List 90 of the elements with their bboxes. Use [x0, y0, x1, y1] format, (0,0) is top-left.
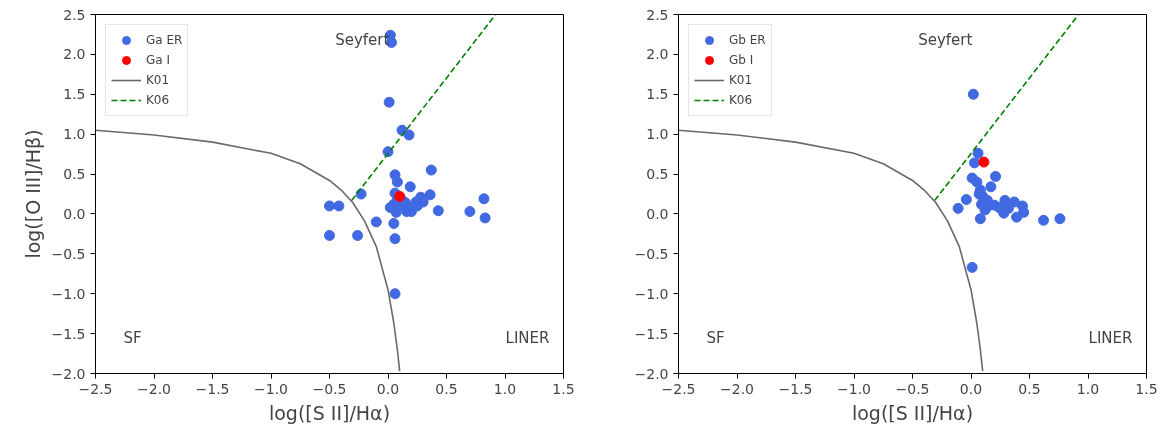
- x-tick-label: −2.5: [661, 380, 696, 397]
- y-tick-label: −1.5: [51, 325, 86, 342]
- x-tick-label: 1.5: [1135, 380, 1158, 397]
- annotation: LINER: [505, 328, 550, 347]
- y-tick-label: 2.0: [63, 46, 86, 63]
- x-tick-label: −0.5: [895, 380, 930, 397]
- x-tick-label: −1.0: [837, 380, 871, 397]
- point: [971, 176, 983, 188]
- point: [391, 176, 403, 188]
- point: [1011, 211, 1023, 223]
- x-tick-label: −1.0: [254, 380, 288, 397]
- point: [952, 202, 964, 214]
- point: [333, 200, 345, 212]
- y-tick-label: −2.0: [634, 365, 669, 382]
- y-tick-label: −1.0: [51, 285, 86, 302]
- point: [389, 288, 401, 300]
- x-tick-label: −2.0: [720, 380, 754, 397]
- point: [960, 194, 972, 206]
- y-tick-label: −2.0: [51, 365, 86, 382]
- y-tick-label: 0.5: [63, 166, 86, 183]
- legend-label: Ga ER: [146, 33, 183, 47]
- line-series: [95, 129, 401, 372]
- x-tick-label: 1.0: [1076, 380, 1100, 397]
- x-tick-label: −2.5: [78, 380, 113, 397]
- x-tick-label: 1.5: [552, 380, 575, 397]
- point: [974, 213, 986, 225]
- point: [993, 202, 1005, 214]
- x-axis-title: log([S II]/Hα): [851, 401, 974, 424]
- y-tick-label: −1.5: [634, 325, 669, 342]
- point: [479, 212, 491, 224]
- point: [403, 129, 415, 141]
- x-tick-label: −1.5: [195, 380, 230, 397]
- x-tick-label: 0.5: [435, 380, 458, 397]
- y-tick-label: 0.0: [646, 205, 669, 222]
- legend-label: K06: [146, 93, 170, 107]
- point: [352, 229, 364, 241]
- point: [1038, 214, 1050, 226]
- x-tick-label: −0.5: [312, 380, 347, 397]
- point: [990, 170, 1002, 182]
- point: [424, 189, 436, 201]
- point: [404, 181, 416, 193]
- point: [324, 229, 335, 241]
- y-tick-label: −0.5: [51, 245, 86, 262]
- annotation: SF: [706, 328, 725, 347]
- y-tick-label: 1.0: [646, 126, 669, 143]
- legend-label: Gb ER: [729, 33, 766, 47]
- annotation: Seyfert: [918, 30, 973, 49]
- x-axis-title: log([S II]/Hα): [268, 401, 391, 424]
- line-series: [678, 129, 984, 372]
- x-tick-label: −2.0: [137, 380, 171, 397]
- point: [1054, 213, 1066, 225]
- y-tick-label: 2.5: [646, 6, 669, 23]
- x-tick-label: −1.5: [778, 380, 813, 397]
- y-axis-title: log([O III]/Hβ): [21, 129, 44, 259]
- y-tick-label: 1.0: [63, 126, 86, 143]
- point: [972, 147, 984, 159]
- point: [324, 200, 335, 212]
- point: [432, 205, 444, 217]
- point: [370, 216, 382, 228]
- point: [383, 96, 395, 108]
- y-tick-label: 2.5: [63, 6, 86, 23]
- point: [978, 156, 990, 168]
- point: [969, 157, 981, 169]
- x-tick-label: 1.0: [493, 380, 517, 397]
- point: [394, 190, 406, 202]
- x-tick-label: 0.0: [959, 380, 983, 397]
- y-tick-label: −0.5: [634, 245, 669, 262]
- point: [966, 261, 978, 273]
- legend-label: K01: [146, 73, 170, 87]
- annotation: LINER: [1088, 328, 1133, 347]
- x-tick-label: 0.0: [376, 380, 400, 397]
- legend-label: Ga I: [146, 53, 171, 67]
- y-tick-label: 1.5: [63, 86, 86, 103]
- point: [985, 181, 997, 193]
- y-tick-label: 0.0: [63, 205, 86, 222]
- point: [389, 233, 401, 245]
- point: [478, 193, 490, 205]
- y-tick-label: 1.5: [646, 86, 669, 103]
- y-tick-label: 2.0: [646, 46, 669, 63]
- point: [388, 218, 400, 230]
- annotation: SF: [123, 328, 142, 347]
- point: [464, 206, 476, 218]
- y-tick-label: 0.5: [646, 166, 669, 183]
- x-tick-label: 0.5: [1018, 380, 1041, 397]
- y-tick-label: −1.0: [634, 285, 669, 302]
- point: [967, 88, 979, 100]
- legend-label: Gb I: [729, 53, 754, 67]
- point: [425, 164, 437, 176]
- legend-label: K01: [729, 73, 753, 87]
- legend-label: K06: [729, 93, 753, 107]
